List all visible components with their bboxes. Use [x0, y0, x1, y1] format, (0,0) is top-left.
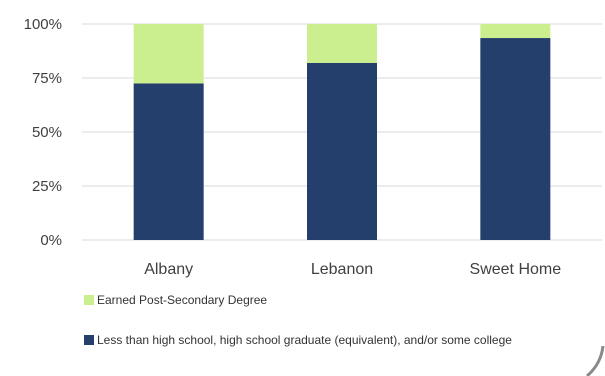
legend-item-less-than-degree: Less than high school, high school gradu… [84, 332, 544, 348]
y-tick-label: 25% [32, 178, 62, 195]
bar-lebanon-series-1 [307, 24, 377, 63]
y-tick-label: 75% [32, 70, 62, 87]
legend-swatch-post-secondary [84, 295, 94, 305]
bar-sweet-home-series-0 [480, 38, 551, 240]
legend-swatch-less-than-degree [84, 335, 94, 345]
bar-albany-series-1 [133, 24, 204, 84]
x-tick-label: Albany [144, 261, 193, 278]
bar-lebanon-series-0 [307, 62, 377, 240]
x-tick-label: Lebanon [311, 261, 373, 278]
legend-label-post-secondary: Earned Post-Secondary Degree [97, 293, 268, 307]
y-tick-label: 0% [40, 232, 62, 249]
legend-label-less-than-degree: Less than high school, high school gradu… [97, 333, 512, 347]
y-tick-label: 50% [32, 124, 62, 141]
bar-albany-series-0 [133, 83, 204, 241]
legend-item-post-secondary: Earned Post-Secondary Degree [84, 292, 267, 308]
x-tick-label: Sweet Home [470, 261, 562, 278]
bar-sweet-home-series-1 [480, 24, 551, 39]
corner-decoration [586, 346, 605, 376]
y-axis-tick-labels: 0% 25% 50% 75% 100% [24, 16, 62, 249]
bars [133, 24, 551, 241]
y-tick-label: 100% [24, 16, 62, 33]
x-axis-tick-labels: Albany Lebanon Sweet Home [144, 261, 561, 278]
